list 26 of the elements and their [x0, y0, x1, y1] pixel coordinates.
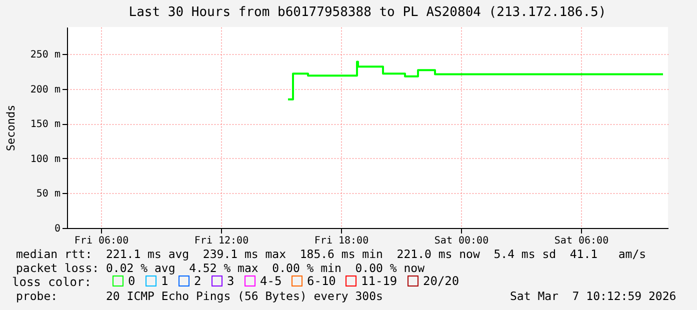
legend-title: loss color: [12, 275, 92, 289]
y-tick-label: 200 m [30, 84, 60, 96]
y-tick-label: 250 m [30, 50, 60, 61]
legend-label: 3 [227, 274, 234, 288]
text: packet loss: 0.02 % avg 4.52 % max 0.00 % min 0.00 % now [16, 261, 424, 275]
y-axis-title: Seconds [4, 104, 18, 152]
x-tick-label: Fri 12:00 [194, 236, 249, 246]
y-tick-label: 0 [54, 224, 60, 234]
legend-label: 0 [128, 274, 136, 288]
text: median rtt: 221.1 ms avg 239.1 ms max 185.6 ms min 221.0 ms now 5.4 ms sd 41.1 am/s [16, 247, 646, 261]
legend-label: 11-19 [361, 274, 398, 288]
legend-label: 2 [194, 274, 202, 288]
text: Sat Mar 7 10:12:59 2026 [510, 289, 676, 303]
text: probe: 20 ICMP Echo Pings (56 Bytes) every 300s [16, 289, 383, 303]
legend-label: 20/20 [423, 274, 460, 288]
x-tick-label: Fri 18:00 [314, 236, 369, 246]
legend-label: 4-5 [260, 274, 282, 288]
legend-label: 1 [161, 274, 168, 288]
y-tick-label: 100 m [30, 154, 60, 165]
x-tick-label: Sat 00:00 [434, 236, 489, 246]
x-tick-label: Sat 06:00 [554, 236, 609, 246]
y-tick-label: 50 m [36, 188, 60, 200]
y-tick-label: 150 m [30, 119, 60, 130]
legend-label: 6-10 [307, 274, 336, 288]
x-tick-label: Fri 06:00 [74, 236, 129, 246]
chart-title: Last 30 Hours from b60177958388 to PL AS20804 (213.172.186.5) [128, 5, 606, 20]
